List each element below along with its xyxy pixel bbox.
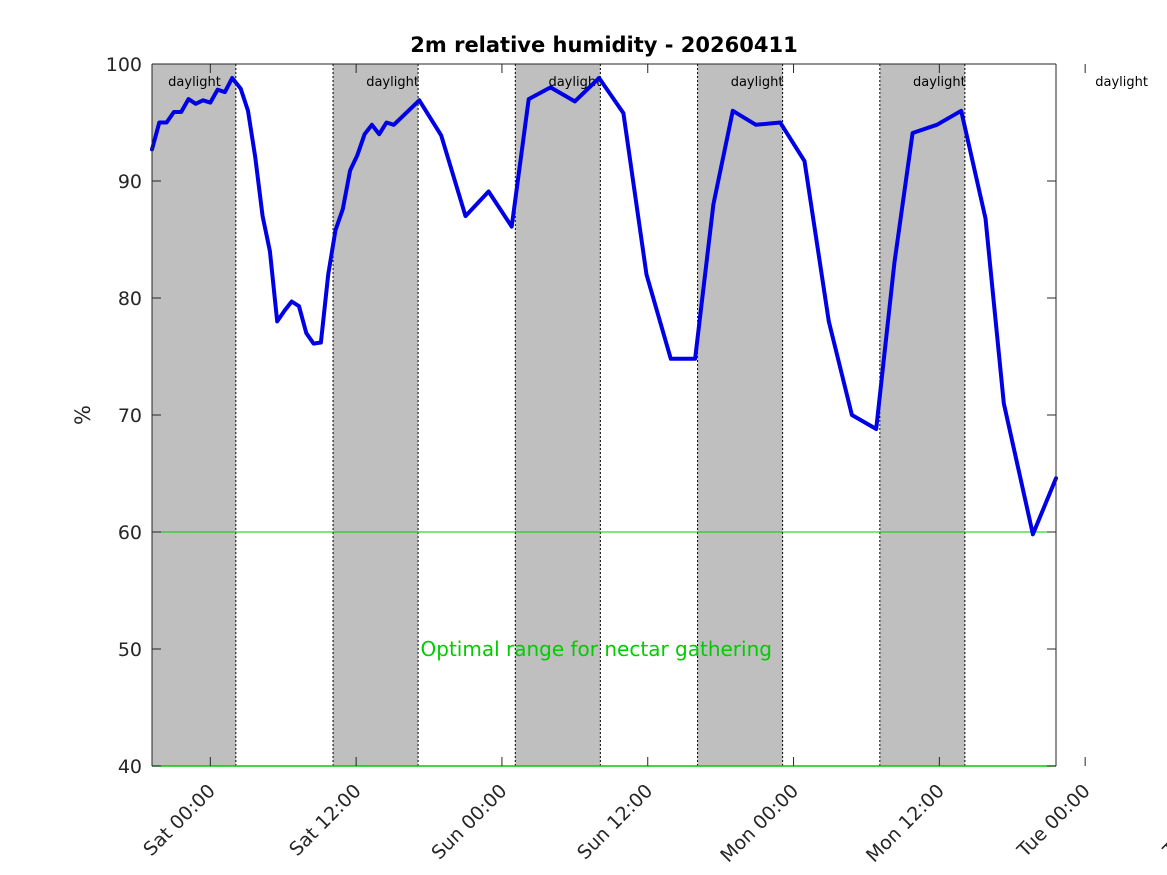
y-axis-label: % — [71, 405, 95, 425]
night-band — [879, 64, 965, 766]
y-tick-label: 60 — [118, 522, 142, 544]
y-tick-label: 100 — [106, 54, 142, 76]
x-tick-label: Tue 00:00 — [1012, 780, 1094, 862]
night-band — [333, 64, 419, 766]
night-bands — [152, 64, 966, 766]
daylight-label: daylight — [913, 75, 966, 90]
daylight-label: daylight — [366, 75, 419, 90]
x-tick-label: Tue 12:00 — [1158, 780, 1167, 862]
band-labels: daylight daylight daylight daylight daylight… — [168, 75, 1148, 90]
night-band — [515, 64, 601, 766]
x-tick-label: Sat 12:00 — [285, 780, 366, 861]
daylight-label: daylight — [731, 75, 784, 90]
daylight-label: daylight — [168, 75, 221, 90]
y-tick-label: 80 — [118, 288, 142, 310]
night-band — [697, 64, 783, 766]
x-axis: Sat 00:00 Sat 12:00 Sun 00:00 Sun 12:00 Mon … — [139, 64, 1167, 867]
y-tick-label: 50 — [118, 639, 142, 661]
humidity-series-line — [150, 76, 1058, 537]
y-tick-label: 90 — [118, 171, 142, 193]
x-tick-label: Sun 12:00 — [573, 780, 657, 864]
x-tick-label: Sun 00:00 — [427, 780, 511, 864]
reference-line-group — [152, 531, 1056, 767]
night-band — [152, 64, 236, 766]
daylight-label: daylight — [1095, 75, 1148, 90]
x-tick-label: Sat 00:00 — [139, 780, 220, 861]
series-layer — [150, 76, 1058, 537]
y-axis: 40 50 60 70 80 90 100 — [106, 54, 1056, 778]
y-tick-label: 70 — [118, 405, 142, 427]
chart-title: 2m relative humidity - 20260411 — [410, 33, 797, 57]
annotation-text: Optimal range for nectar gathering — [421, 637, 772, 661]
y-tick-label: 40 — [118, 756, 142, 778]
x-tick-label: Mon 12:00 — [862, 780, 949, 867]
x-tick-label: Mon 00:00 — [716, 780, 803, 867]
